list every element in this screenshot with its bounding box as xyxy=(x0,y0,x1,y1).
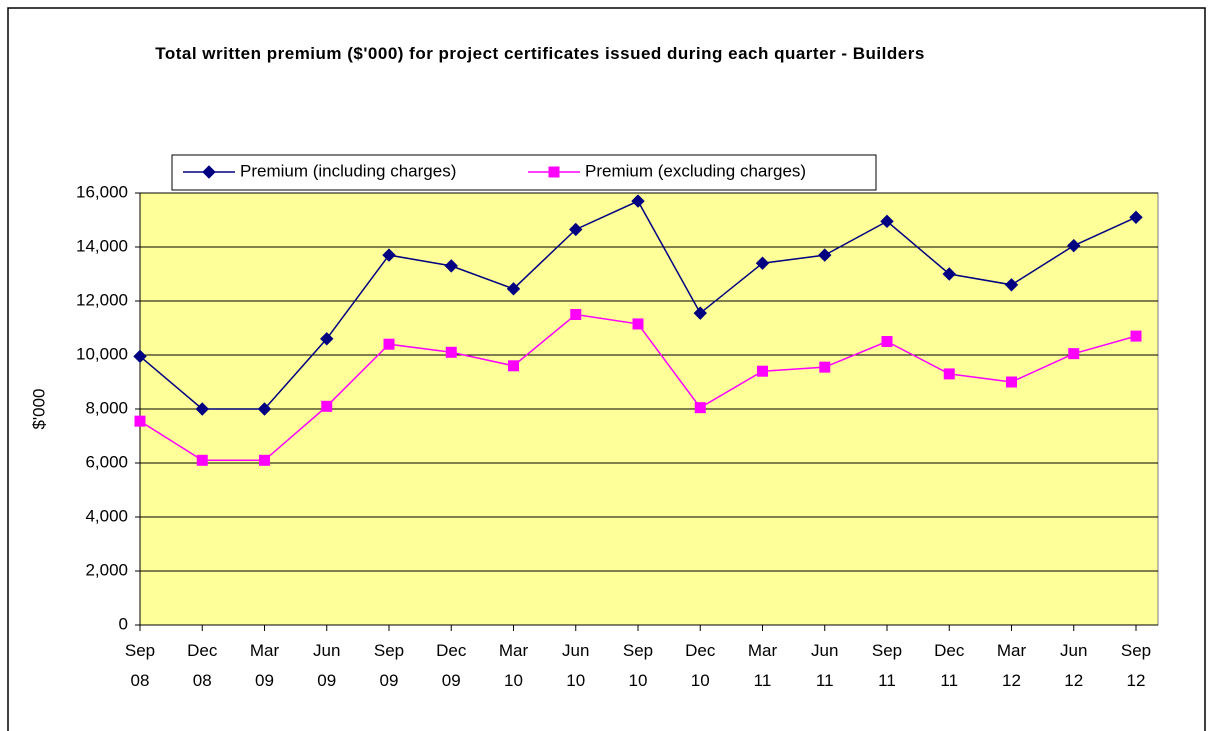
y-tick-label: 8,000 xyxy=(85,398,128,417)
x-tick-label: Sep 10 xyxy=(622,641,654,690)
point xyxy=(133,349,147,364)
point xyxy=(694,402,706,414)
point xyxy=(757,365,768,377)
legend-label: Premium (including charges) xyxy=(240,161,456,180)
x-tick-label: Jun 09 xyxy=(313,641,341,690)
x-tick-label: Sep 08 xyxy=(124,641,156,690)
point xyxy=(321,400,333,412)
y-tick-label: 0 xyxy=(119,614,128,633)
x-tick-label: Mar 09 xyxy=(249,641,280,690)
point xyxy=(1004,278,1019,292)
x-tick-label: Mar 11 xyxy=(747,641,778,690)
point xyxy=(1068,348,1080,360)
point xyxy=(202,165,216,179)
x-tick-label: Dec 09 xyxy=(436,641,467,690)
point xyxy=(134,415,146,427)
x-tick-label: Jun 12 xyxy=(1060,641,1088,690)
point xyxy=(196,454,208,466)
point xyxy=(819,361,831,373)
point xyxy=(1067,238,1081,253)
point xyxy=(943,368,955,380)
y-tick-label: 4,000 xyxy=(85,506,128,525)
y-tick-label: 14,000 xyxy=(76,236,128,255)
point xyxy=(818,248,832,262)
x-tick-label: Dec 08 xyxy=(187,641,218,690)
chart-title: Total written premium ($'000) for projec… xyxy=(155,44,925,63)
y-tick-label: 6,000 xyxy=(85,452,128,471)
y-tick-label: 10,000 xyxy=(76,344,128,363)
point xyxy=(632,318,644,330)
legend-box xyxy=(171,154,877,191)
point xyxy=(506,282,521,296)
legend-label: Premium (excluding charges) xyxy=(585,161,806,180)
point xyxy=(1129,210,1143,225)
point xyxy=(880,214,894,229)
x-tick-label: Sep 09 xyxy=(373,641,405,690)
point xyxy=(257,402,272,416)
chart-frame xyxy=(7,7,1206,731)
x-tick-label: Mar 12 xyxy=(996,641,1027,690)
point xyxy=(942,267,956,281)
point xyxy=(755,256,770,270)
point xyxy=(570,309,582,320)
point xyxy=(444,259,458,273)
y-tick-label: 2,000 xyxy=(85,560,128,579)
point xyxy=(195,402,209,416)
y-axis-label: $'000 xyxy=(29,388,48,429)
point xyxy=(569,222,583,237)
point xyxy=(382,248,396,262)
point xyxy=(445,346,457,358)
x-tick-label: Dec 10 xyxy=(685,641,716,690)
x-tick-label: Sep 12 xyxy=(1120,641,1152,690)
point xyxy=(1130,330,1142,342)
y-tick-label: 16,000 xyxy=(76,182,128,201)
x-tick-label: Sep 11 xyxy=(871,641,903,690)
point xyxy=(320,332,334,346)
x-tick-label: Jun 10 xyxy=(562,641,590,690)
x-tick-label: Dec 11 xyxy=(934,641,965,690)
point xyxy=(548,166,560,178)
x-tick-label: Mar 10 xyxy=(498,641,529,690)
point xyxy=(383,338,395,350)
point xyxy=(631,194,645,208)
point xyxy=(508,360,519,372)
point xyxy=(881,336,893,347)
x-tick-label: Jun 11 xyxy=(811,641,839,690)
point xyxy=(1006,376,1017,388)
y-tick-label: 12,000 xyxy=(76,290,128,309)
point xyxy=(259,454,270,466)
point xyxy=(693,306,707,320)
